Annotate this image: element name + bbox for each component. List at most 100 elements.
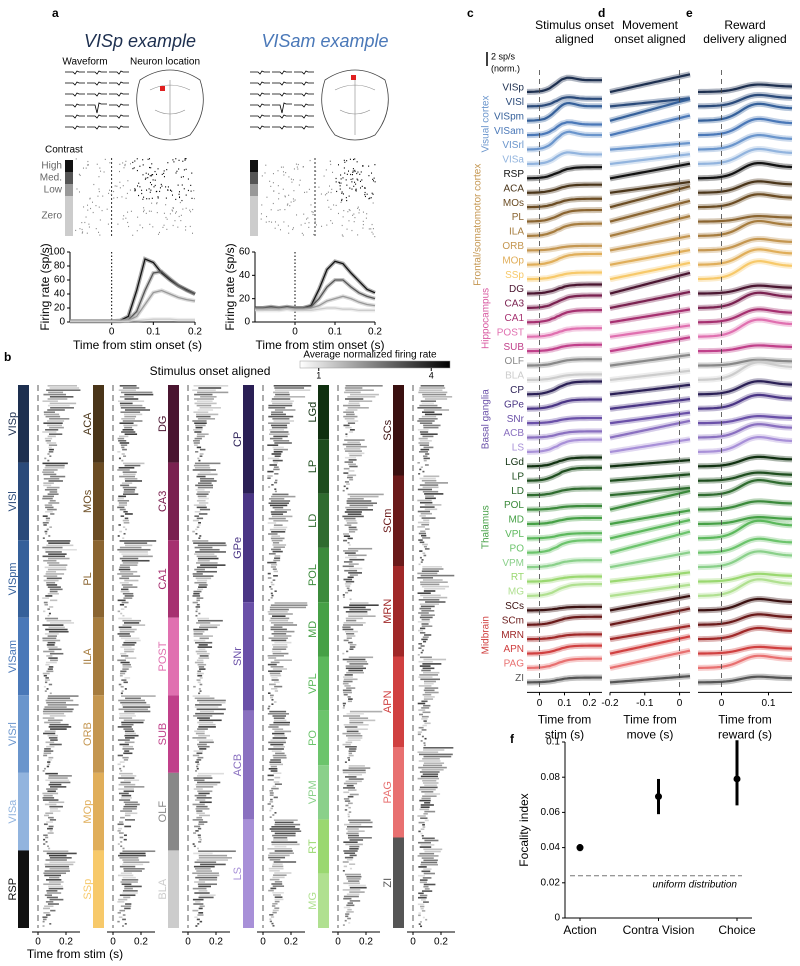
heat-row	[46, 688, 49, 690]
waveform	[109, 70, 129, 75]
heat-row	[117, 726, 132, 728]
heat-row	[118, 832, 124, 834]
panel-label: a	[52, 6, 59, 20]
heat-row	[122, 644, 135, 646]
heat-row	[197, 923, 200, 925]
colorbar	[299, 360, 451, 369]
spike	[151, 163, 153, 165]
heat-row	[121, 794, 132, 797]
heat-row	[48, 756, 54, 759]
heat-row	[120, 872, 132, 875]
x-axis-label: Time from stim (s)	[27, 947, 123, 961]
heat-row	[198, 912, 204, 914]
spike	[98, 231, 100, 233]
heat-row	[274, 900, 280, 903]
heat-row	[269, 852, 295, 854]
heat-row	[344, 726, 358, 728]
heat-row	[267, 477, 271, 479]
heat-row	[271, 633, 287, 635]
heat-row	[349, 891, 365, 893]
heat-row	[349, 602, 369, 604]
spike	[304, 191, 306, 194]
heat-row	[49, 448, 54, 451]
heat-row	[193, 832, 197, 834]
spike	[152, 179, 154, 181]
heat-row	[117, 633, 130, 635]
group-label: Frontal/somatomotor cortex	[473, 164, 484, 286]
heat-row	[350, 393, 379, 396]
heat-row	[423, 590, 436, 592]
heat-row	[417, 731, 423, 733]
heat-row	[271, 650, 282, 653]
spike	[113, 197, 115, 199]
heat-row	[199, 905, 205, 908]
heat-row	[46, 619, 72, 622]
heat-row	[42, 925, 45, 927]
spike	[372, 178, 374, 181]
spike	[169, 189, 171, 191]
trace	[609, 336, 691, 353]
heat-row	[200, 396, 217, 398]
region-label: ACA	[503, 183, 524, 194]
y-tick-label: 0.1	[546, 737, 560, 748]
heat-row	[118, 683, 122, 686]
spike	[180, 176, 182, 178]
heat-row	[45, 865, 70, 868]
heat-row	[267, 444, 279, 446]
spike	[349, 158, 351, 160]
spike	[151, 202, 153, 204]
spike	[150, 189, 152, 191]
spike	[370, 228, 372, 230]
x-tick-label: 0	[260, 937, 266, 948]
heat-row	[271, 826, 296, 828]
firing-rate-band	[70, 256, 196, 324]
spike	[142, 159, 144, 161]
y-tick-label: 60	[54, 275, 66, 286]
spike	[154, 170, 156, 173]
heat-row	[197, 579, 208, 582]
trace	[697, 219, 793, 237]
heat-row	[273, 462, 278, 464]
heat-row	[117, 499, 130, 502]
heat-row	[423, 446, 434, 449]
spike	[167, 162, 169, 164]
spike	[190, 190, 192, 192]
heat-row	[118, 626, 132, 629]
heat-row	[346, 784, 354, 787]
panel-title: Movement	[622, 18, 679, 32]
heat-row	[273, 468, 280, 471]
heat-row	[42, 918, 47, 921]
heat-row	[343, 782, 358, 785]
heat-row	[424, 548, 430, 550]
x-tick-label: Choice	[718, 923, 756, 937]
heat-row	[119, 396, 134, 398]
contrast-swatch	[250, 196, 258, 236]
heat-row	[120, 411, 141, 413]
region-label: LP	[307, 460, 319, 473]
heat-row	[45, 464, 65, 467]
spike	[155, 173, 157, 175]
spike	[342, 235, 344, 237]
heat-row	[274, 881, 283, 883]
heat-row	[421, 791, 434, 793]
heat-row	[268, 613, 293, 615]
region-label: MD	[508, 515, 524, 526]
heat-row	[122, 486, 137, 489]
heat-row	[196, 415, 211, 418]
heat-row	[422, 566, 442, 568]
heat-row	[270, 626, 283, 628]
heat-row	[122, 592, 134, 595]
heat-row	[347, 737, 363, 739]
heat-row	[348, 431, 354, 433]
heat-row	[49, 810, 61, 812]
heat-row	[344, 511, 362, 513]
heat-row	[118, 400, 145, 402]
heat-row	[192, 872, 219, 875]
heat-row	[273, 839, 288, 841]
heat-row	[349, 839, 364, 841]
spike	[163, 212, 165, 214]
heat-row	[48, 683, 53, 686]
spike	[348, 195, 350, 197]
spike	[360, 171, 362, 173]
heat-row	[49, 526, 52, 528]
